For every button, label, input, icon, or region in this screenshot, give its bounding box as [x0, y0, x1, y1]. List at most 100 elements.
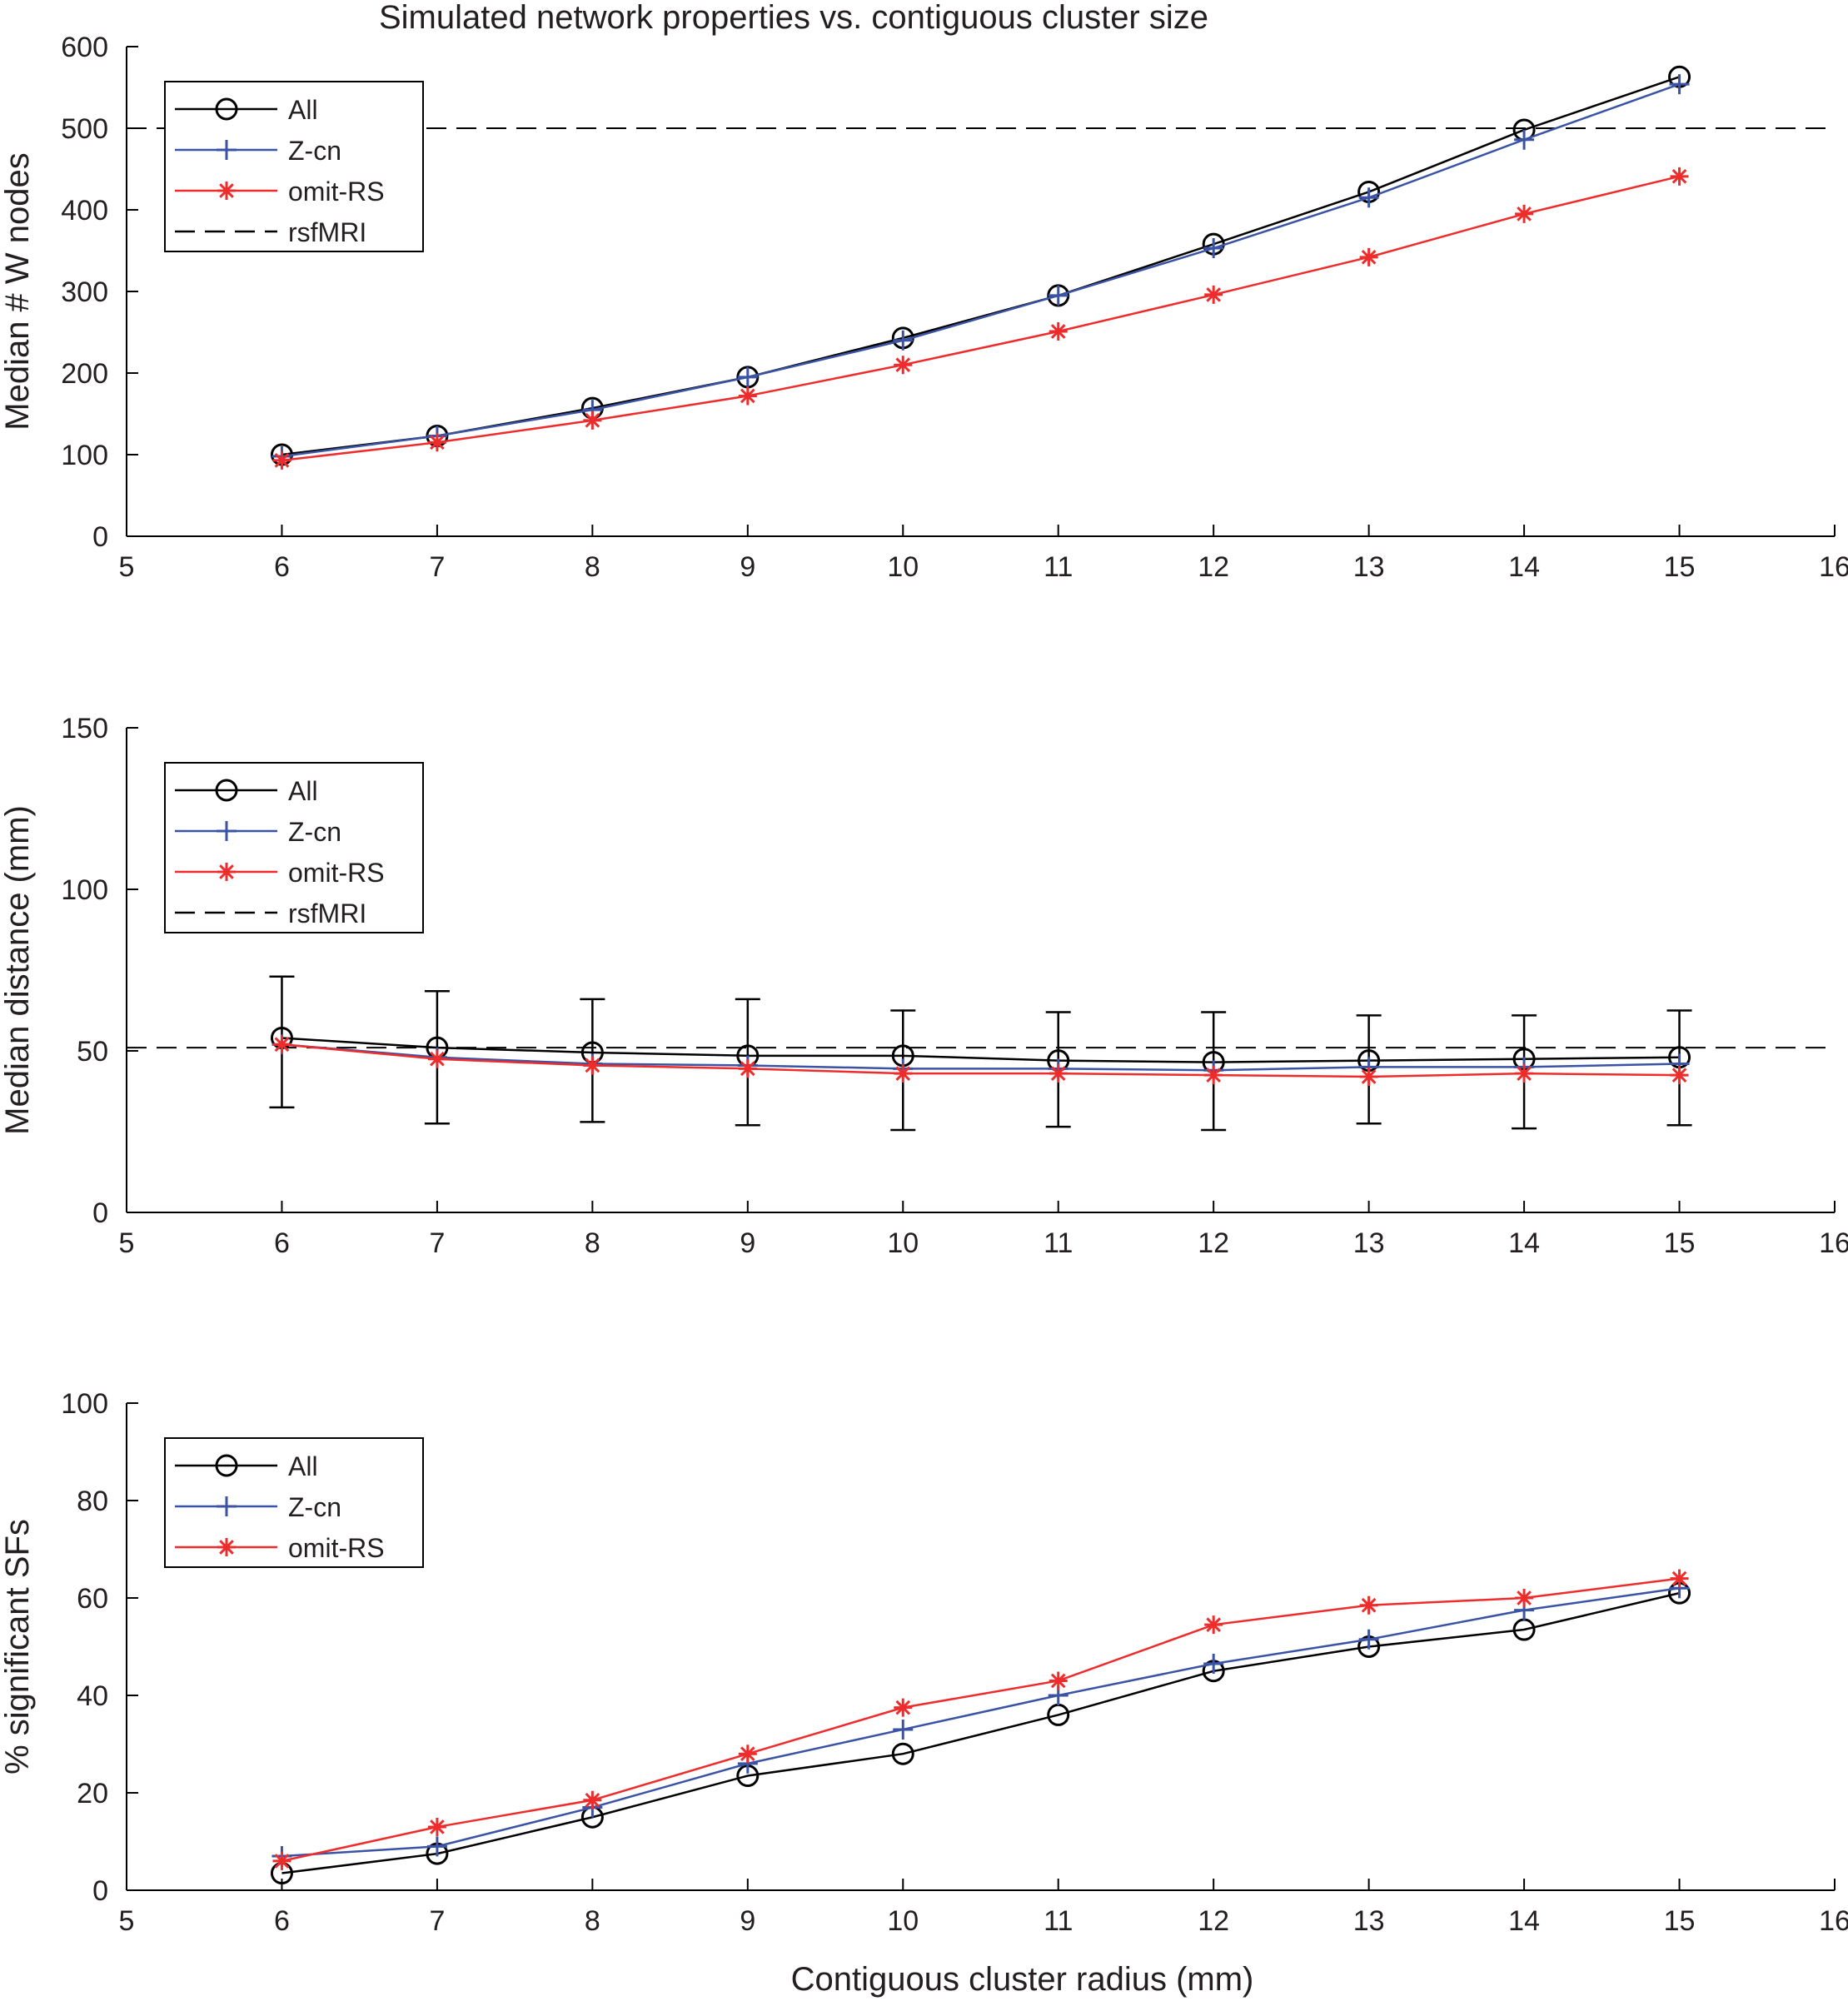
data-point-z-cn — [1203, 1653, 1224, 1674]
data-point-omit-rs — [427, 1817, 446, 1836]
legend-label-omit-rs: omit-RS — [288, 177, 385, 207]
data-point-omit-rs — [1670, 1066, 1689, 1085]
legend-label-omit-rs: omit-RS — [288, 1533, 385, 1563]
data-point-omit-rs — [583, 1056, 602, 1075]
x-tick-label: 6 — [274, 551, 290, 583]
x-axis-label: Contiguous cluster radius (mm) — [791, 1961, 1254, 1998]
data-point-omit-rs — [1359, 1068, 1378, 1087]
x-tick-label: 15 — [1664, 1227, 1696, 1259]
x-tick-label: 12 — [1198, 1905, 1229, 1937]
x-tick-label: 14 — [1508, 1227, 1540, 1259]
data-point-z-cn — [893, 330, 914, 351]
y-tick-label: 20 — [77, 1778, 108, 1809]
data-point-omit-rs — [1204, 1615, 1223, 1635]
y-tick-label: 600 — [61, 32, 108, 63]
legend: All Z-cn omit-RS — [164, 1437, 424, 1568]
data-point-omit-rs — [1515, 1064, 1534, 1083]
y-tick-label: 80 — [77, 1486, 108, 1517]
series-line-all — [281, 1591, 1680, 1874]
legend-marker-all — [215, 97, 238, 121]
series-line-all — [281, 76, 1680, 456]
legend-marker-all — [215, 779, 238, 802]
y-tick-label: 40 — [77, 1680, 108, 1712]
data-point-omit-rs — [1049, 1671, 1068, 1690]
legend-label-z-cn: Z-cn — [288, 1492, 341, 1522]
x-tick-label: 11 — [1044, 1905, 1073, 1937]
y-tick-label: 300 — [61, 276, 108, 308]
series-line-omit-rs — [281, 1577, 1680, 1863]
data-point-omit-rs — [583, 1790, 602, 1809]
y-tick-label: 0 — [92, 1875, 108, 1907]
data-point-omit-rs — [894, 1064, 913, 1083]
data-point-omit-rs — [272, 1035, 291, 1054]
x-tick-label: 14 — [1508, 1905, 1540, 1937]
x-tick-label: 5 — [119, 1227, 135, 1259]
x-tick-label: 13 — [1353, 551, 1385, 583]
data-point-omit-rs — [1049, 322, 1068, 341]
legend-label-z-cn: Z-cn — [288, 817, 341, 847]
x-tick-label: 12 — [1198, 551, 1229, 583]
series-line-omit-rs — [281, 1043, 1680, 1078]
x-tick-label: 6 — [274, 1905, 290, 1937]
legend-label-all: All — [288, 776, 318, 806]
x-tick-label: 8 — [585, 551, 600, 583]
data-point-omit-rs — [1515, 1589, 1534, 1607]
data-point-z-cn — [1514, 129, 1535, 150]
x-tick-label: 7 — [429, 1227, 445, 1259]
data-point-omit-rs — [738, 386, 757, 406]
x-tick-label: 5 — [119, 551, 135, 583]
x-tick-label: 13 — [1353, 1227, 1385, 1259]
data-point-z-cn — [737, 366, 758, 387]
legend: All Z-cn omit-RS rsfMRI — [164, 81, 424, 252]
series-line-z-cn — [281, 1587, 1680, 1858]
series-line-z-cn — [281, 82, 1680, 458]
series-line-z-cn — [281, 1043, 1680, 1072]
y-tick-label: 0 — [92, 521, 108, 553]
series-line-omit-rs — [281, 175, 1680, 462]
data-point-z-cn — [1669, 74, 1690, 95]
legend-label-rsfmri: rsfMRI — [288, 898, 366, 928]
legend-label-omit-rs: omit-RS — [288, 858, 385, 888]
legend-label-all: All — [288, 1451, 318, 1481]
legend-marker-omit-rs — [217, 1538, 236, 1556]
x-tick-label: 6 — [274, 1227, 290, 1259]
data-point-z-cn — [1048, 285, 1068, 306]
data-point-omit-rs — [427, 433, 446, 452]
data-point-all — [891, 1742, 914, 1765]
chart-title: Simulated network properties vs. contigu… — [379, 0, 1208, 36]
data-point-z-cn — [893, 1719, 914, 1740]
data-point-omit-rs — [1359, 247, 1378, 266]
x-tick-label: 9 — [740, 1905, 755, 1937]
y-tick-label: 500 — [61, 113, 108, 145]
data-point-omit-rs — [738, 1745, 757, 1764]
x-tick-label: 8 — [585, 1905, 600, 1937]
x-tick-label: 12 — [1198, 1227, 1229, 1259]
y-tick-label: 200 — [61, 358, 108, 390]
x-tick-label: 7 — [429, 551, 445, 583]
y-tick-label: 150 — [61, 713, 108, 744]
x-tick-label: 16 — [1819, 551, 1848, 583]
data-point-z-cn — [1203, 238, 1224, 259]
data-point-z-cn — [1358, 1629, 1379, 1650]
y-tick-label: 0 — [92, 1197, 108, 1229]
legend-box — [164, 1437, 424, 1568]
data-point-omit-rs — [427, 1049, 446, 1068]
panel-median-w-nodes: 5 6 7 8 9 10 11 12 13 14 15 16 0 100 200 300 400 500 600 Me… — [0, 32, 1848, 583]
data-point-omit-rs — [1670, 1569, 1689, 1588]
x-tick-label: 15 — [1664, 551, 1696, 583]
y-tick-label: 50 — [77, 1036, 108, 1068]
data-point-omit-rs — [894, 356, 913, 375]
data-point-omit-rs — [1049, 1064, 1068, 1083]
series-line-all — [281, 1037, 1680, 1063]
x-tick-label: 9 — [740, 551, 755, 583]
data-point-omit-rs — [272, 450, 291, 470]
x-tick-label: 16 — [1819, 1905, 1848, 1937]
legend-marker-z-cn — [217, 1496, 237, 1516]
data-point-omit-rs — [738, 1059, 757, 1078]
data-point-omit-rs — [894, 1698, 913, 1717]
legend-marker-omit-rs — [217, 863, 236, 881]
y-tick-label: 60 — [77, 1583, 108, 1615]
x-tick-label: 13 — [1353, 1905, 1385, 1937]
x-tick-label: 10 — [887, 1905, 919, 1937]
data-point-omit-rs — [1204, 1066, 1223, 1085]
